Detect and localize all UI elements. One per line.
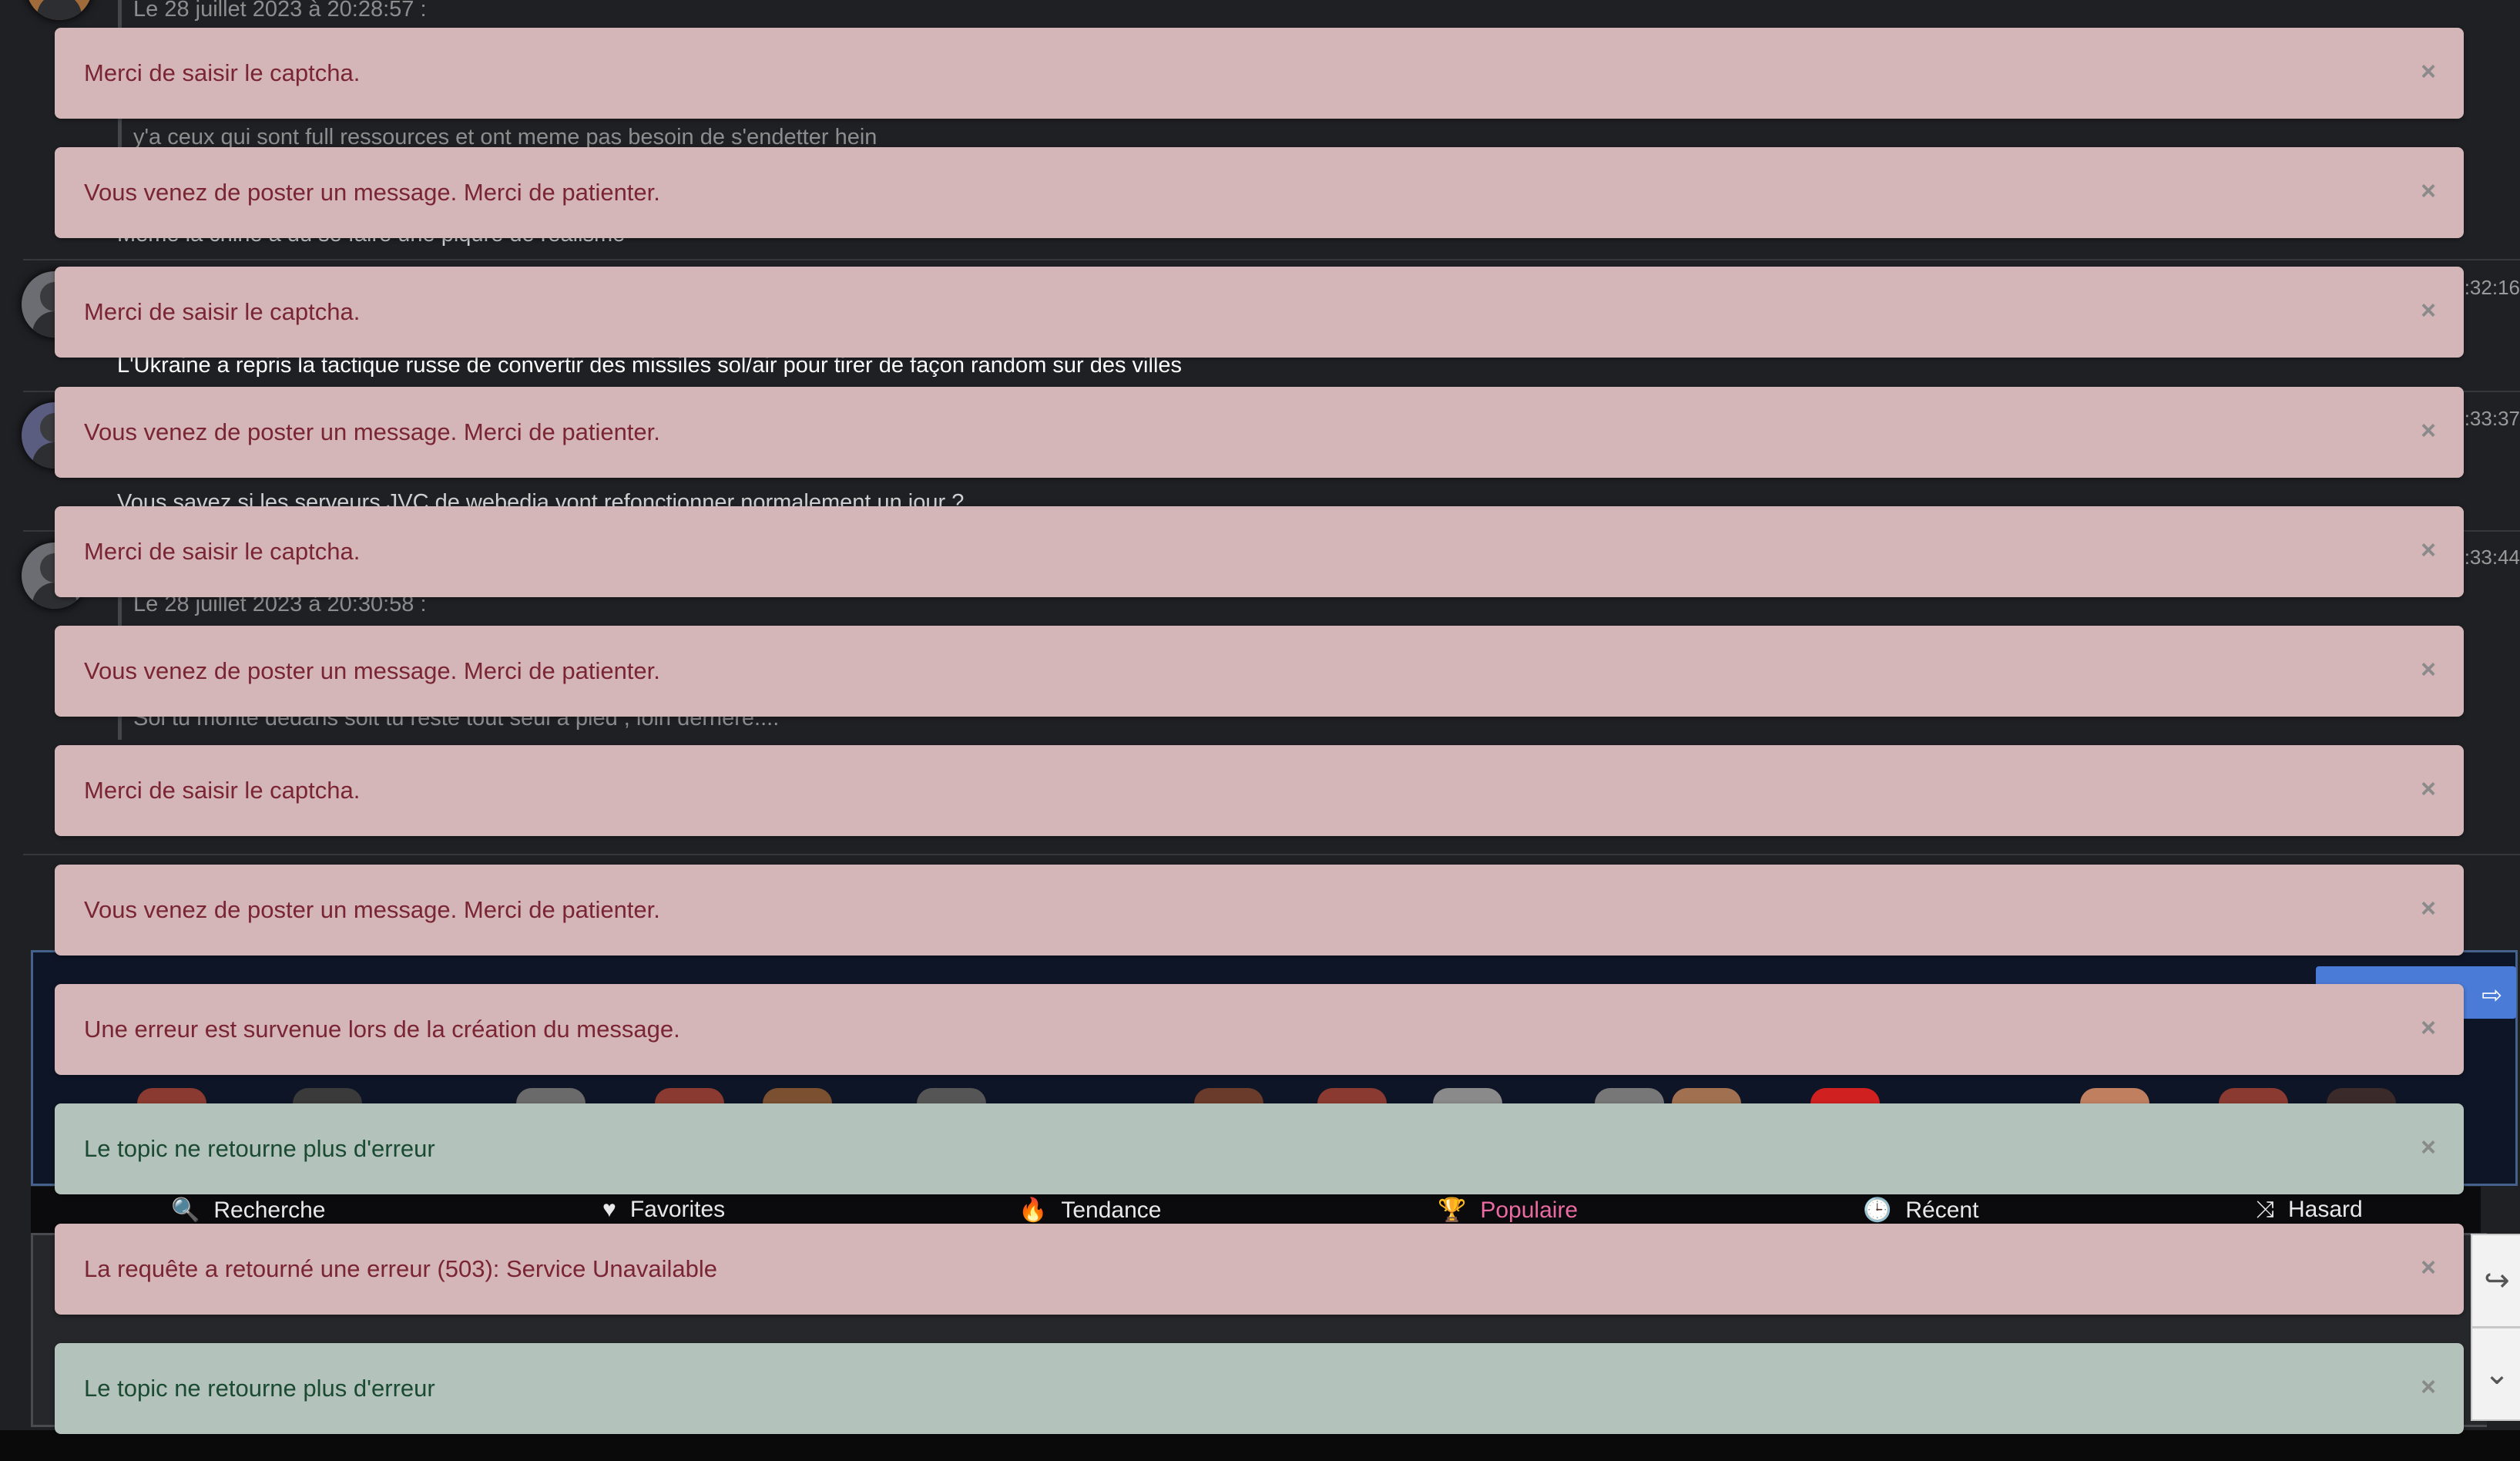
- nav-recherche[interactable]: 🔍 Recherche: [171, 1197, 325, 1224]
- separator: [23, 259, 2520, 260]
- alert-wait: Vous venez de poster un message. Merci d…: [55, 865, 2464, 956]
- nav-label: Populaire: [1480, 1197, 1579, 1223]
- close-icon[interactable]: ×: [2421, 1133, 2436, 1162]
- bottom-strip: [0, 1430, 2520, 1461]
- alert-captcha: Merci de saisir le captcha. ×: [55, 745, 2464, 836]
- fire-icon: 🔥: [1018, 1197, 1048, 1223]
- reply-button[interactable]: ↪: [2471, 1234, 2520, 1328]
- nav-favorites[interactable]: ♥ Favorites: [602, 1197, 725, 1223]
- nav-populaire[interactable]: 🏆 Populaire: [1438, 1197, 1578, 1224]
- alert-wait: Vous venez de poster un message. Merci d…: [55, 147, 2464, 238]
- alert-text: La requête a retourné une erreur (503): …: [84, 1255, 717, 1282]
- alert-text: Vous venez de poster un message. Merci d…: [84, 179, 660, 206]
- trophy-icon: 🏆: [1438, 1197, 1467, 1223]
- heart-icon: ♥: [602, 1197, 616, 1222]
- close-icon[interactable]: ×: [2421, 1013, 2436, 1043]
- scroll-down-button[interactable]: ⌄: [2471, 1327, 2520, 1421]
- alert-wait: Vous venez de poster un message. Merci d…: [55, 626, 2464, 717]
- sticker-row: [116, 1088, 2458, 1103]
- nav-label: Hasard: [2288, 1197, 2363, 1222]
- alert-captcha: Merci de saisir le captcha. ×: [55, 28, 2464, 119]
- nav-label: Tendance: [1061, 1197, 1162, 1223]
- alert-success: Le topic ne retourne plus d'erreur ×: [55, 1103, 2464, 1194]
- search-icon: 🔍: [171, 1197, 200, 1223]
- chevron-down-icon: ⌄: [2484, 1357, 2510, 1391]
- avatar: [26, 0, 92, 20]
- alert-text: Vous venez de poster un message. Merci d…: [84, 896, 660, 923]
- quote-text: y'a ceux qui sont full ressources et ont…: [133, 125, 877, 149]
- message-time: :33:44: [2464, 546, 2520, 569]
- close-icon[interactable]: ×: [2421, 1372, 2436, 1402]
- alert-text: Le topic ne retourne plus d'erreur: [84, 1375, 435, 1402]
- reply-icon: ↪: [2484, 1264, 2510, 1298]
- alert-503: La requête a retourné une erreur (503): …: [55, 1224, 2464, 1315]
- alert-error: Une erreur est survenue lors de la créat…: [55, 984, 2464, 1075]
- alert-text: Merci de saisir le captcha.: [84, 777, 361, 804]
- close-icon[interactable]: ×: [2421, 774, 2436, 804]
- exit-icon: ⇨: [2481, 981, 2502, 1009]
- close-icon[interactable]: ×: [2421, 176, 2436, 206]
- close-icon[interactable]: ×: [2421, 296, 2436, 325]
- shuffle-icon: ⤨: [2256, 1197, 2274, 1222]
- alert-text: Merci de saisir le captcha.: [84, 298, 361, 325]
- nav-tendance[interactable]: 🔥 Tendance: [1018, 1197, 1161, 1224]
- nav-label: Favorites: [629, 1197, 726, 1222]
- alert-success: Le topic ne retourne plus d'erreur ×: [55, 1343, 2464, 1434]
- quote-date: Le 28 juillet 2023 à 20:28:57 :: [133, 0, 427, 22]
- alert-captcha: Merci de saisir le captcha. ×: [55, 267, 2464, 358]
- close-icon[interactable]: ×: [2421, 655, 2436, 684]
- alert-captcha: Merci de saisir le captcha. ×: [55, 506, 2464, 597]
- alert-text: Une erreur est survenue lors de la créat…: [84, 1016, 680, 1043]
- close-icon[interactable]: ×: [2421, 1253, 2436, 1282]
- alert-text: Vous venez de poster un message. Merci d…: [84, 418, 660, 445]
- nav-label: Recherche: [213, 1197, 326, 1223]
- close-icon[interactable]: ×: [2421, 57, 2436, 86]
- close-icon[interactable]: ×: [2421, 894, 2436, 923]
- message-time: :33:37: [2464, 407, 2520, 430]
- alert-text: Merci de saisir le captcha.: [84, 538, 361, 565]
- message-time: :32:16: [2464, 276, 2520, 299]
- alert-text: Merci de saisir le captcha.: [84, 59, 361, 86]
- nav-hasard[interactable]: ⤨ Hasard: [2256, 1197, 2363, 1223]
- separator: [23, 854, 2520, 855]
- nav-recent[interactable]: 🕒 Récent: [1863, 1197, 1978, 1224]
- alert-wait: Vous venez de poster un message. Merci d…: [55, 387, 2464, 478]
- alert-text: Vous venez de poster un message. Merci d…: [84, 657, 660, 684]
- clock-icon: 🕒: [1863, 1197, 1892, 1223]
- nav-label: Récent: [1905, 1197, 1979, 1223]
- close-icon[interactable]: ×: [2421, 416, 2436, 445]
- alert-text: Le topic ne retourne plus d'erreur: [84, 1135, 435, 1162]
- close-icon[interactable]: ×: [2421, 536, 2436, 565]
